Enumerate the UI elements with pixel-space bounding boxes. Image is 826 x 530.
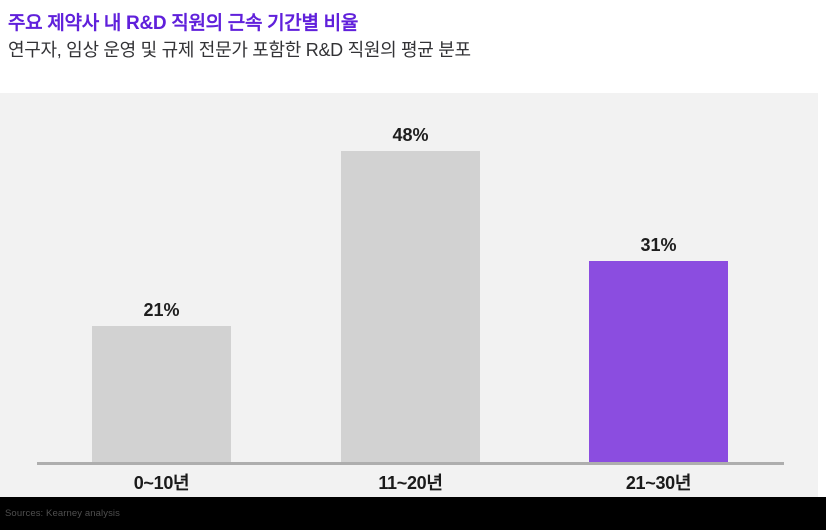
bar-0~10년 (92, 326, 231, 462)
bar-value-label: 48% (392, 125, 429, 145)
source-note: Sources: Kearney analysis (5, 508, 120, 519)
x-axis-tick-label: 0~10년 (133, 473, 190, 493)
bar-11~20년 (341, 151, 480, 462)
bar-value-label: 31% (640, 235, 677, 255)
x-axis-line (37, 462, 784, 465)
plot-area: 21% 48% 31% 0~10년 11~20년 21~30년 (0, 93, 818, 497)
x-axis-tick-label: 11~20년 (378, 473, 443, 493)
chart-subtitle: 연구자, 임상 운영 및 규제 전문가 포함한 R&D 직원의 평균 분포 (8, 40, 471, 60)
bar-value-label: 21% (143, 300, 180, 320)
chart-title: 주요 제약사 내 R&D 직원의 근속 기간별 비율 (8, 13, 358, 34)
x-axis-tick-label: 21~30년 (625, 473, 692, 493)
bar-21~30년 (589, 261, 728, 462)
footer-bar: Sources: Kearney analysis (0, 497, 826, 530)
